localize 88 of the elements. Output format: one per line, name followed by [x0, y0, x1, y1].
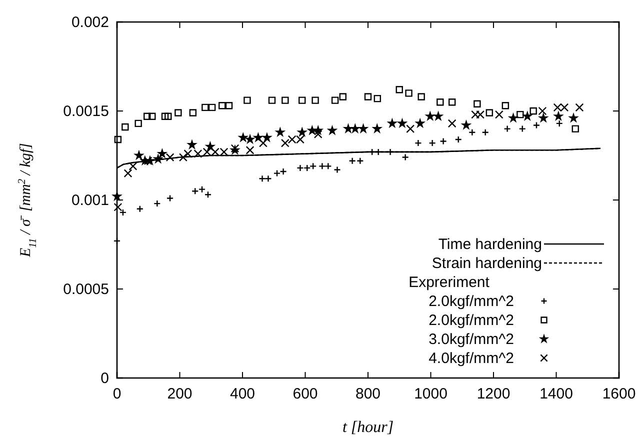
point: [539, 114, 548, 122]
point: [144, 112, 151, 120]
point: [166, 153, 174, 162]
point: [244, 96, 251, 104]
point: [258, 138, 268, 148]
x-tick-label: 1400: [540, 386, 573, 403]
point: [174, 109, 182, 116]
x-tick-label: 1600: [602, 386, 636, 403]
point: [350, 124, 360, 132]
point: [418, 93, 425, 100]
point: [374, 94, 382, 102]
point: [114, 136, 122, 144]
x-tick-label: 600: [292, 386, 318, 403]
y-tick-label: 0.0005: [63, 280, 109, 298]
point: [331, 96, 339, 104]
point: [134, 120, 142, 128]
point: [112, 192, 122, 200]
point: [426, 112, 434, 120]
point: [178, 153, 188, 162]
point: [298, 128, 306, 136]
point: [114, 202, 122, 212]
point: [276, 128, 284, 136]
point: [158, 149, 166, 158]
x-axis-title: t [hour]: [342, 419, 394, 436]
point: [538, 106, 547, 116]
x-tick-label: 1200: [476, 386, 510, 403]
point: [268, 96, 276, 104]
point: [161, 112, 169, 120]
point: [208, 104, 216, 112]
x-tick-label: 200: [167, 386, 192, 403]
point: [128, 162, 138, 170]
point: [202, 104, 209, 112]
y-tick-label: 0: [100, 370, 109, 387]
legend-title: Expreriment: [408, 274, 490, 291]
legend-label: Strain hardening: [432, 255, 542, 272]
point: [308, 126, 316, 134]
point: [405, 90, 412, 97]
point: [314, 130, 322, 138]
point: [154, 154, 162, 163]
point: [448, 98, 456, 106]
point: [144, 156, 152, 166]
point: [164, 112, 172, 120]
point: [238, 133, 248, 142]
point: [554, 112, 563, 120]
point: [218, 102, 226, 110]
x-tick-label: 800: [355, 386, 381, 403]
y-tick-label: 0.0015: [63, 102, 109, 120]
x-tick-label: 0: [112, 386, 122, 403]
y-tick-label: 0.001: [71, 192, 109, 209]
point: [246, 146, 254, 154]
legend-label: Time hardening: [438, 236, 542, 253]
point: [572, 125, 579, 132]
point: [502, 102, 510, 110]
point: [359, 124, 368, 132]
x-tick-label: 1000: [414, 386, 448, 403]
legend-label: 4.0kgf/mm^2: [428, 350, 514, 367]
point: [188, 140, 196, 148]
point: [280, 138, 290, 148]
point: [396, 86, 403, 94]
point: [124, 169, 132, 178]
point: [298, 96, 306, 104]
point: [530, 107, 537, 115]
point: [282, 96, 289, 104]
x-tick-label: 400: [230, 386, 256, 403]
point: [262, 133, 272, 142]
point: [148, 112, 156, 120]
point: [448, 119, 456, 128]
point: [516, 110, 524, 118]
legend-label: 2.0kgf/mm^2: [428, 293, 514, 310]
point: [486, 109, 494, 116]
point: [372, 124, 382, 132]
legend-label: 2.0kgf/mm^2: [428, 312, 514, 329]
point: [122, 123, 129, 131]
point: [406, 124, 415, 134]
point: [436, 98, 444, 106]
point: [364, 93, 372, 100]
point: [569, 114, 578, 122]
y-tick-label: 0.002: [71, 14, 109, 31]
point: [189, 109, 197, 116]
point: [474, 100, 481, 108]
point: [254, 133, 262, 142]
point: [523, 112, 532, 120]
point: [575, 103, 584, 112]
point: [225, 102, 233, 110]
point: [494, 110, 504, 119]
legend-label: 3.0kgf/mm^2: [428, 331, 514, 348]
point: [339, 93, 346, 100]
point: [312, 96, 319, 104]
